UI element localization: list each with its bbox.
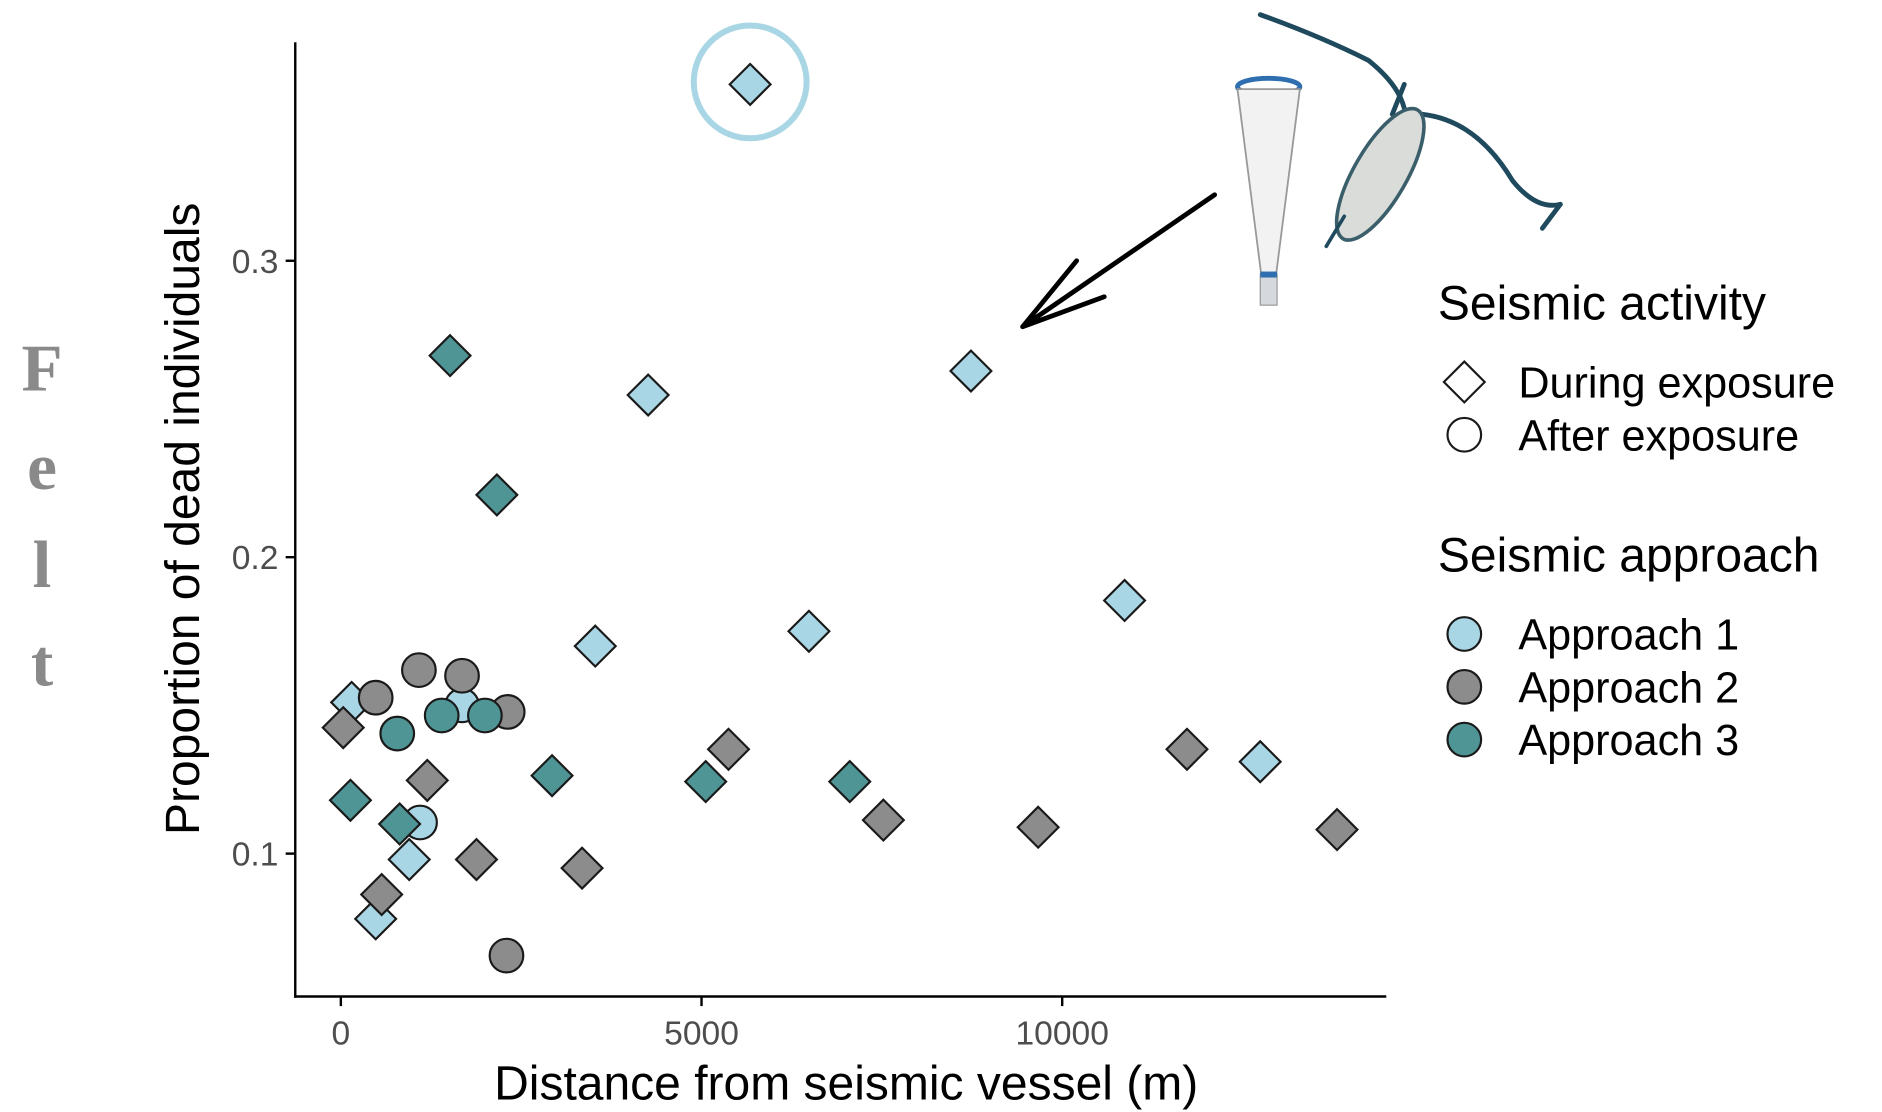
point (387, 837, 432, 882)
point (706, 727, 751, 772)
point (377, 802, 422, 846)
legend-title: Seismic activity (1438, 278, 1766, 331)
side-letter: F (21, 330, 62, 405)
point (728, 62, 773, 107)
point (454, 837, 499, 882)
legend-title: Seismic approach (1438, 530, 1820, 583)
y-tick-label: 0.3 (232, 244, 279, 281)
x-tick-label: 5000 (664, 1016, 739, 1053)
legend-label: After exposure (1518, 412, 1799, 460)
point (357, 679, 394, 716)
legend-symbol (1442, 360, 1487, 404)
point (786, 609, 831, 654)
copepod-illustration (1257, 12, 1563, 249)
point (321, 705, 366, 750)
point (827, 759, 872, 804)
point (530, 753, 574, 798)
point (467, 697, 503, 734)
y-tick-label: 0.2 (232, 540, 279, 577)
x-axis-title: Distance from seismic vessel (m) (494, 1058, 1198, 1111)
point (328, 778, 373, 823)
point (949, 349, 993, 393)
point (1165, 727, 1209, 772)
legend-label: Approach 3 (1518, 717, 1739, 765)
legend-symbol (1446, 416, 1483, 453)
point (1238, 739, 1283, 784)
point (573, 624, 618, 669)
side-letter: t (31, 626, 54, 701)
point (405, 758, 450, 803)
point (401, 652, 437, 689)
point (379, 715, 416, 752)
point (1315, 807, 1359, 852)
point (683, 759, 728, 804)
side-letter: e (27, 429, 57, 504)
legend-symbol (1446, 616, 1483, 652)
point (359, 872, 404, 917)
point (474, 473, 519, 517)
point (488, 937, 525, 974)
point (626, 373, 671, 417)
point (428, 333, 472, 378)
net-illustration (1235, 75, 1303, 306)
point (444, 657, 480, 694)
point (560, 846, 605, 891)
point (1102, 578, 1147, 623)
legend-label: Approach 2 (1518, 664, 1739, 712)
x-tick-label: 10000 (1015, 1016, 1108, 1053)
point (1016, 805, 1061, 850)
x-tick-label: 0 (332, 1016, 351, 1053)
point (423, 697, 460, 734)
legend-label: Approach 1 (1518, 612, 1739, 660)
y-axis-title: Proportion of dead individuals (157, 203, 210, 835)
arrow (1020, 192, 1218, 330)
point (861, 798, 906, 843)
legend-label: During exposure (1518, 360, 1835, 408)
legend-symbol (1446, 668, 1483, 705)
legend-symbol (1446, 721, 1483, 758)
side-letter: l (33, 527, 52, 602)
highlight-ring (690, 22, 810, 142)
y-tick-label: 0.1 (232, 837, 279, 874)
